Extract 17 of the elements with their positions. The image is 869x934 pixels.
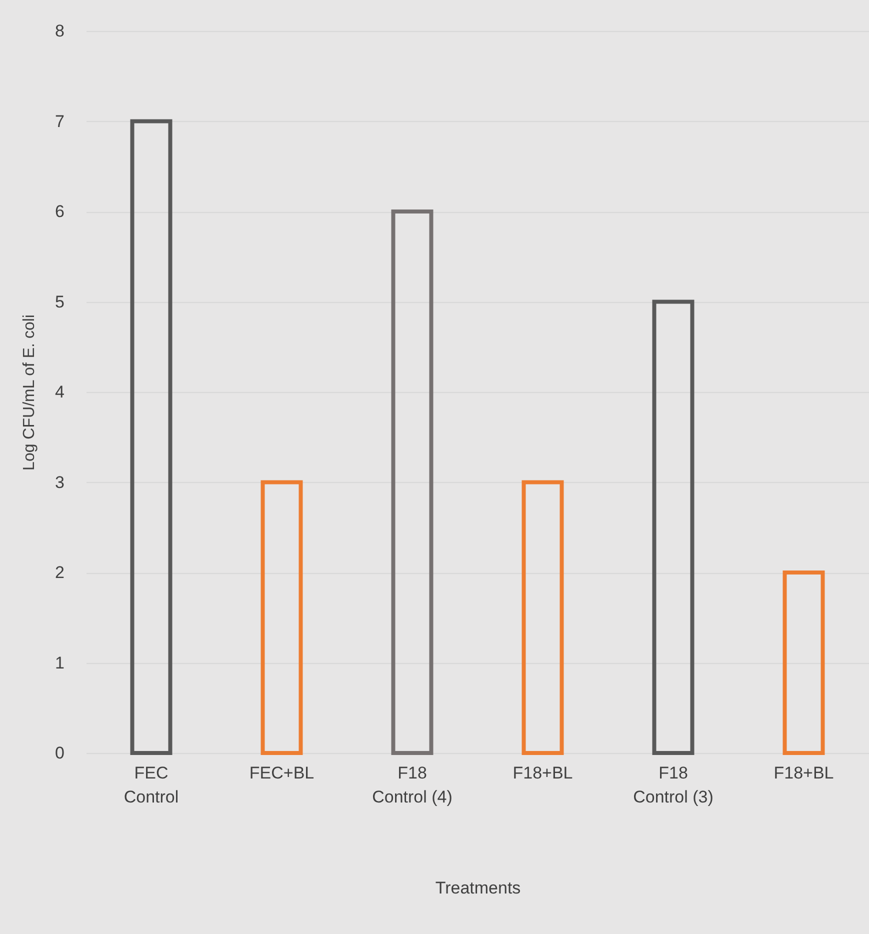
y-tick-label: 3	[55, 472, 64, 492]
x-tick-label: F18+BL	[774, 764, 834, 782]
y-tick-label: 2	[55, 563, 64, 582]
y-tick-label: 5	[55, 292, 64, 312]
y-tick-label: 0	[55, 744, 64, 762]
x-tick-label: FEC+BL	[249, 764, 314, 782]
x-axis-title: Treatments	[435, 878, 521, 898]
y-tick-label: 1	[55, 653, 64, 672]
y-tick-label: 7	[55, 112, 64, 131]
x-tick-label: F18 Control (4)	[372, 764, 452, 806]
x-tick-label: F18+BL	[512, 764, 573, 782]
y-axis-title: Log CFU/mL of E. coli	[21, 314, 38, 470]
x-tick-label: FEC Control	[124, 764, 179, 806]
y-tick-label: 8	[55, 22, 64, 40]
x-tick-label: F18 Control (3)	[633, 764, 714, 806]
y-tick-label: 4	[55, 382, 64, 402]
y-tick-label: 6	[55, 202, 64, 221]
